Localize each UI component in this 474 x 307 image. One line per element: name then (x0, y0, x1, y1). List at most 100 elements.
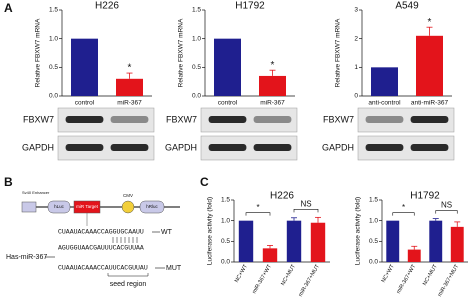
y-tick-label: 1 (354, 64, 358, 71)
panel-letter: A (4, 1, 13, 15)
bar (238, 220, 254, 262)
comparison-label: NS (300, 199, 311, 208)
panel-letter: B (4, 175, 13, 189)
bar (286, 220, 302, 262)
bar (214, 38, 241, 96)
y-axis-label: Luciferase activity (fold) (355, 197, 362, 265)
y-tick-label: 0.5 (221, 238, 230, 245)
y-tick-label: 1.5 (192, 7, 201, 14)
y-tick-label: 1.5 (369, 197, 378, 204)
x-tick-label: miR-367 (260, 100, 285, 107)
blot-label: FBXW7 (323, 114, 354, 124)
chart-title: H226 (270, 191, 294, 202)
blot-band (110, 144, 149, 151)
x-tick-label: control (75, 100, 95, 107)
blot-band (110, 116, 149, 123)
y-axis-label: Relative FBXW7 mRNA (35, 18, 42, 87)
diagram-label: hRluc (146, 204, 158, 209)
x-tick-label: miR-367 (117, 100, 142, 107)
blot-band (410, 116, 449, 123)
y-tick-label: 2 (354, 35, 358, 42)
cmv-circle (121, 200, 135, 214)
blot-band (253, 116, 292, 123)
y-tick-label: 0.0 (369, 259, 378, 266)
comparison-label: * (402, 203, 405, 212)
bar (386, 220, 400, 262)
y-tick-label: 0.0 (192, 93, 201, 100)
chart-title: H1792 (410, 191, 440, 202)
blot-band (253, 144, 292, 151)
y-tick-label: 0.0 (49, 93, 58, 100)
comparison-bracket (245, 212, 271, 216)
bar (116, 78, 143, 96)
y-tick-label: 0.5 (192, 64, 201, 71)
y-tick-label: 1.5 (221, 197, 230, 204)
y-axis-label: Relative FBXW7 mRNA (335, 18, 342, 87)
diagram-label: Sv40 Enhancer (22, 190, 50, 195)
mirna-name: Has-miR-367 (6, 254, 47, 261)
y-tick-label: 0.5 (49, 64, 58, 71)
y-tick-label: 1.5 (49, 7, 58, 14)
bar (262, 248, 278, 262)
chart-title: A549 (395, 1, 419, 12)
blot-band (208, 116, 247, 123)
pairing-lines (112, 237, 138, 243)
x-tick-label: miR-367+WT (396, 263, 418, 295)
blot-band (365, 116, 404, 123)
y-tick-label: 1.0 (369, 217, 378, 224)
x-tick-label: NC+WT (381, 263, 396, 284)
blot-label: FBXW7 (166, 114, 197, 124)
bar (450, 226, 464, 262)
comparison-bracket (392, 212, 415, 216)
blot-band (208, 144, 247, 151)
blot-band (365, 144, 404, 151)
diagram-label: hLuc (54, 204, 65, 209)
x-tick-label: NC+WT (234, 263, 249, 284)
y-axis-label: Relative FBXW7 mRNA (178, 18, 185, 87)
comparison-label: * (256, 203, 259, 212)
y-tick-label: 1.0 (49, 35, 58, 42)
mut-label: MUT (166, 265, 182, 272)
bar (310, 222, 326, 262)
panel-letter: C (200, 175, 209, 189)
blot-band (65, 116, 104, 123)
hluc-box (47, 200, 71, 214)
diagram-label: miR Target (76, 204, 98, 209)
x-tick-label: miR-367+MUT (298, 263, 321, 298)
blot-band (410, 144, 449, 151)
x-tick-label: NC+MUT (422, 263, 439, 287)
x-tick-label: miR-367+WT (252, 263, 274, 295)
diagram-label: CMV (123, 193, 133, 198)
comparison-bracket (293, 209, 319, 213)
wt-label: WT (161, 229, 173, 236)
chart-title: H226 (95, 1, 119, 12)
blot-label: GAPDH (322, 142, 354, 152)
x-tick-label: control (218, 100, 238, 107)
x-tick-label: miR-367+MUT (437, 263, 460, 298)
significance-mark: * (271, 60, 275, 71)
blot-band (65, 144, 104, 151)
y-tick-label: 1.0 (192, 35, 201, 42)
seed-bracket (107, 273, 149, 277)
x-tick-label: NC+MUT (280, 263, 297, 287)
y-tick-label: 0.5 (369, 238, 378, 245)
significance-mark: * (128, 63, 132, 74)
plasmid-diagram: Sv40 Enhancer hLuc miR Target CMV hRluc (21, 190, 180, 226)
x-tick-label: anti-control (368, 100, 401, 107)
y-tick-label: 1.0 (221, 217, 230, 224)
comparison-label: NS (441, 201, 452, 210)
chart-title: H1792 (235, 1, 265, 12)
blot-label: FBXW7 (23, 114, 54, 124)
y-tick-label: 3 (354, 7, 358, 14)
bar (259, 75, 286, 96)
y-tick-label: 0 (354, 93, 358, 100)
bar (416, 35, 443, 96)
bar (429, 220, 443, 262)
y-tick-label: 0.0 (221, 259, 230, 266)
seed-label: seed region (110, 281, 147, 288)
blot-label: GAPDH (22, 142, 54, 152)
bar (71, 38, 98, 96)
significance-mark: * (428, 17, 432, 28)
blot-label: GAPDH (165, 142, 197, 152)
bar (407, 249, 421, 262)
